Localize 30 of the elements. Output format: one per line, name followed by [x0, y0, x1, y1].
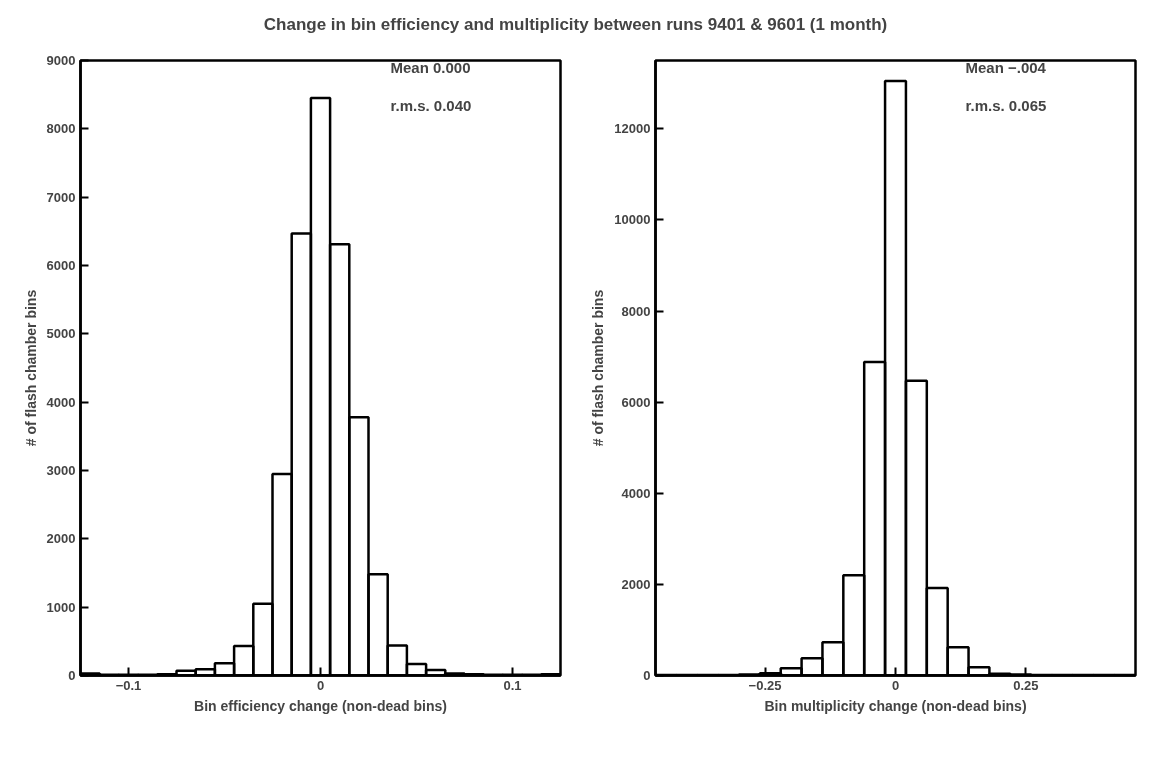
annotation: Mean −.004 — [965, 58, 1047, 76]
y-tick-label: 4000 — [46, 394, 76, 410]
y-tick-label: 4000 — [621, 485, 651, 501]
y-tick-label: 8000 — [621, 303, 651, 319]
y-tick-label: 6000 — [621, 394, 651, 410]
y-tick-label: 10000 — [614, 212, 651, 228]
y-tick-label: 2000 — [621, 576, 651, 592]
y-axis-title: # of flash chamber bins — [590, 289, 607, 447]
chart-title: Change in bin efficiency and multiplicity between runs 9401 & 9601 (1 month) — [263, 15, 888, 35]
y-axis-title: # of flash chamber bins — [22, 289, 39, 447]
x-tick-label: −0.1 — [115, 677, 142, 693]
y-tick-label: 8000 — [46, 121, 76, 137]
annotation: Mean 0.000 — [390, 58, 471, 76]
x-axis-title: Bin multiplicity change (non-dead bins) — [764, 697, 1027, 714]
x-tick-label: 0 — [891, 677, 900, 693]
x-tick-label: 0 — [316, 677, 325, 693]
y-tick-label: 9000 — [46, 53, 76, 68]
x-tick-label: −0.25 — [748, 677, 782, 693]
y-tick-label: 5000 — [46, 326, 76, 342]
annotation: r.m.s. 0.040 — [390, 96, 472, 114]
y-tick-label: 1000 — [46, 599, 76, 615]
y-tick-label: 2000 — [46, 531, 76, 547]
y-tick-label: 6000 — [46, 258, 76, 273]
x-tick-label: 0.1 — [503, 677, 522, 693]
annotation: r.m.s. 0.065 — [965, 96, 1047, 114]
y-tick-label: 12000 — [614, 121, 651, 137]
x-axis-title: Bin efficiency change (non-dead bins) — [194, 697, 447, 714]
y-tick-label: 7000 — [46, 189, 76, 205]
y-tick-label: 3000 — [46, 463, 76, 478]
x-tick-label: 0.25 — [1013, 677, 1039, 693]
